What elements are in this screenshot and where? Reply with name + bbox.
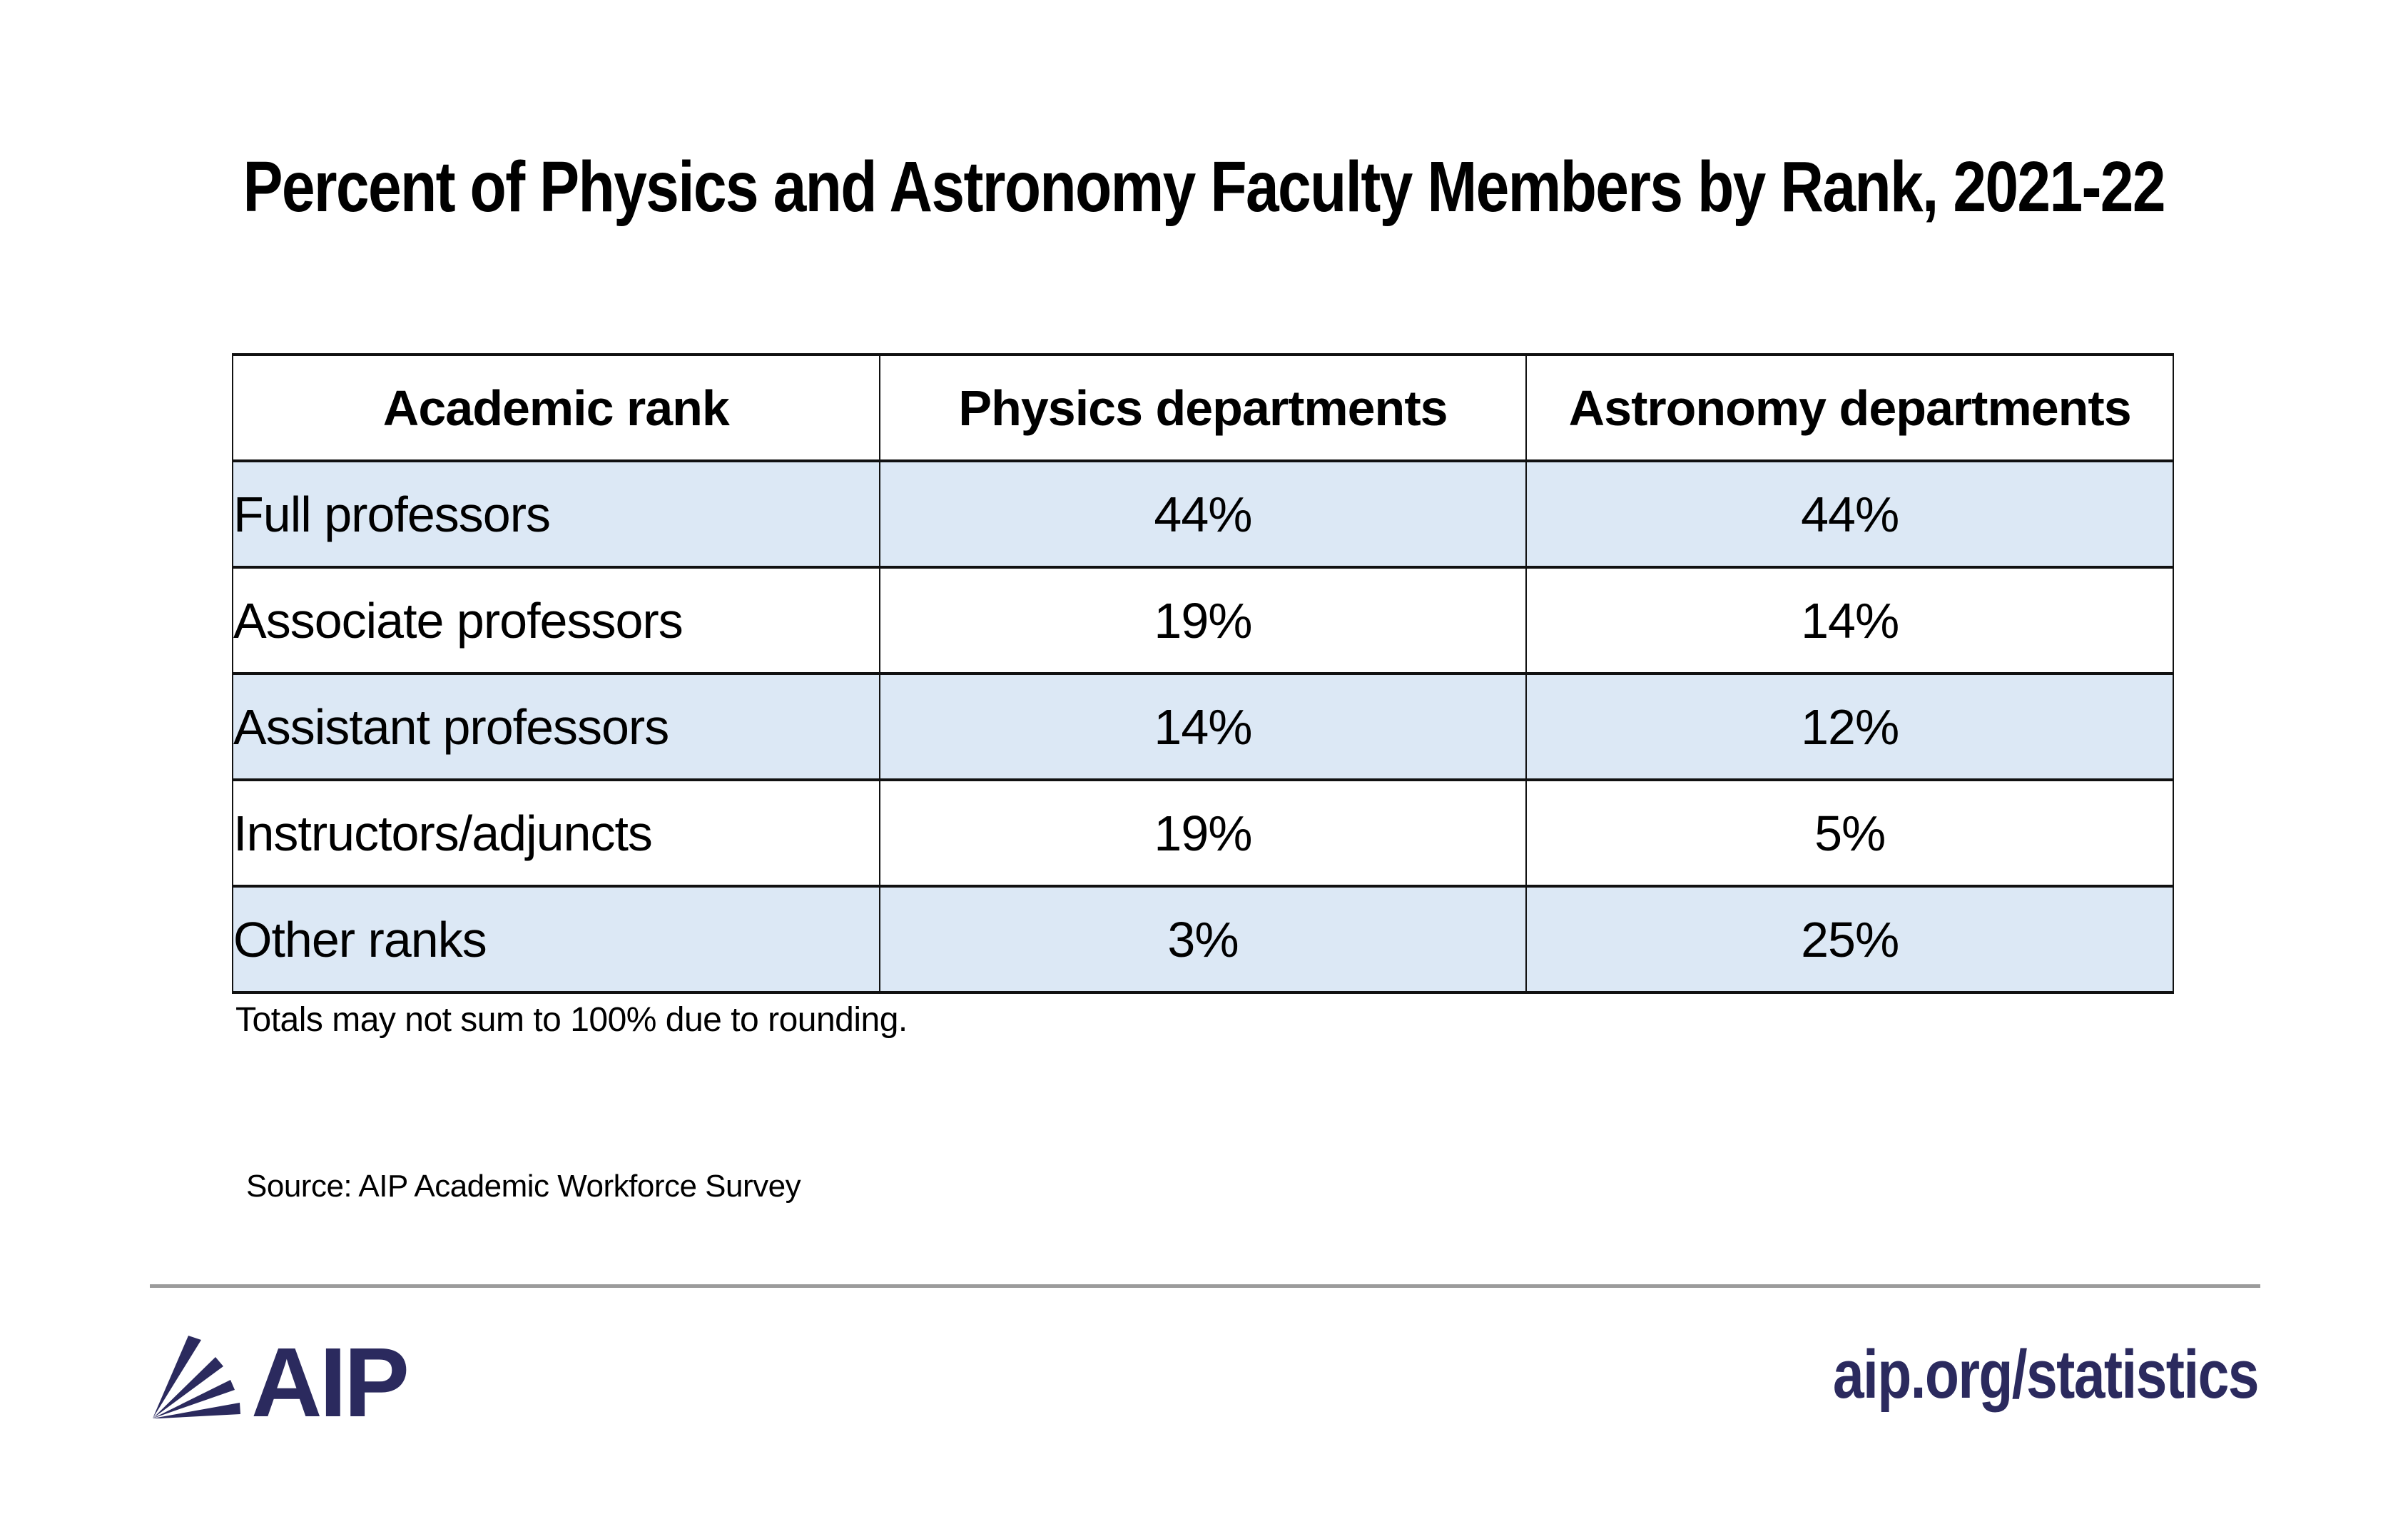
astronomy-value: 14% [1525,566,2174,675]
physics-value: 19% [878,566,1528,675]
page-title: Percent of Physics and Astronomy Faculty… [0,146,2408,228]
logo-ray [153,1336,201,1418]
rank-label: Other ranks [232,885,880,994]
footer-url: aip.org/statistics [1739,1336,2260,1414]
aip-statistics-link[interactable]: aip.org/statistics [1832,1336,2260,1413]
physics-value: 14% [878,672,1528,781]
aip-logo-text: AIP [251,1333,407,1421]
table-row: Assistant professors 14% 12% [232,672,2174,781]
physics-value: 19% [878,778,1528,888]
physics-value: 3% [878,885,1528,994]
astronomy-value: 12% [1525,672,2174,781]
physics-value: 44% [878,459,1528,569]
rounding-footnote: Totals may not sum to 100% due to roundi… [235,1001,908,1039]
rank-label: Full professors [232,459,880,569]
table-row: Instructors/adjuncts 19% 5% [232,778,2174,888]
rank-label: Assistant professors [232,672,880,781]
table-header-row: Academic rank Physics departments Astron… [232,353,2174,462]
logo-ray [153,1403,240,1418]
logo-ray [153,1380,235,1418]
astronomy-value: 5% [1525,778,2174,888]
aip-logo: AIP [153,1333,410,1421]
footer-divider [150,1284,2260,1288]
aip-logo-rays-icon [153,1336,240,1418]
rank-label: Instructors/adjuncts [232,778,880,888]
rank-label: Associate professors [232,566,880,675]
table-row: Associate professors 19% 14% [232,566,2174,675]
table-row: Full professors 44% 44% [232,459,2174,569]
astronomy-value: 44% [1525,459,2174,569]
logo-ray [153,1357,223,1418]
page-title-text: Percent of Physics and Astronomy Faculty… [243,147,2166,227]
faculty-rank-table: Academic rank Physics departments Astron… [232,353,2174,994]
column-header-physics-departments: Physics departments [878,353,1528,462]
source-note: Source: AIP Academic Workforce Survey [246,1169,801,1204]
column-header-astronomy-departments: Astronomy departments [1525,353,2174,462]
astronomy-value: 25% [1525,885,2174,994]
column-header-academic-rank: Academic rank [232,353,880,462]
table-row: Other ranks 3% 25% [232,885,2174,994]
